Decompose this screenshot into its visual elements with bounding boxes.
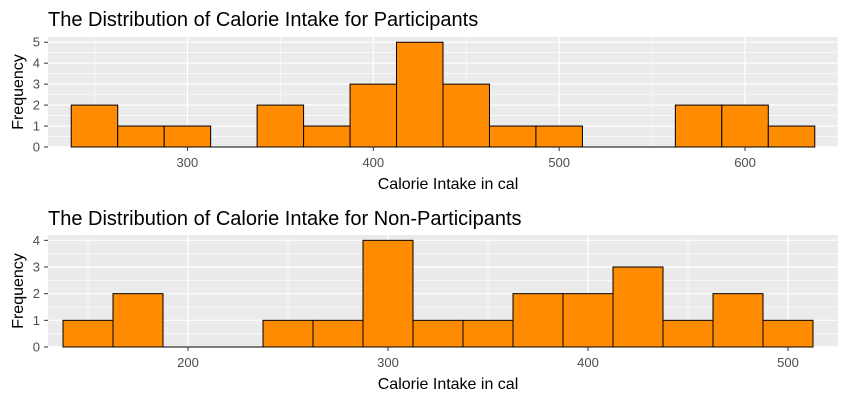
- histogram-bar: [312, 319, 364, 348]
- x-tick-label: 500: [777, 355, 799, 370]
- histogram-bar: [674, 104, 723, 148]
- x-axis-ticks: 300 400 500 600: [177, 147, 756, 170]
- y-axis-ticks: 0 1 2 3 4: [33, 233, 48, 355]
- histogram-bar: [721, 104, 769, 148]
- y-tick-label: 1: [33, 119, 40, 134]
- x-axis-label: Calorie Intake in cal: [378, 176, 519, 193]
- y-tick-label: 3: [33, 260, 40, 275]
- y-tick-label: 4: [33, 233, 40, 248]
- x-axis-ticks: 200 300 400 500: [177, 347, 799, 370]
- histogram-bar: [535, 125, 583, 148]
- y-tick-label: 3: [33, 77, 40, 92]
- y-tick-label: 2: [33, 98, 40, 113]
- histogram-bar: [163, 125, 212, 148]
- histogram-bar: [562, 293, 614, 348]
- histogram-bar: [262, 319, 314, 348]
- participants-histogram: The Distribution of Calorie Intake for P…: [10, 9, 839, 193]
- histogram-bar: [62, 319, 114, 348]
- histogram-bar: [112, 293, 164, 348]
- x-tick-label: 500: [548, 155, 570, 170]
- histogram-bar: [412, 319, 464, 348]
- histogram-bar: [488, 125, 537, 148]
- histogram-bar: [512, 293, 564, 348]
- histogram-bar: [396, 41, 444, 148]
- histogram-bar: [303, 125, 351, 148]
- bars: [62, 239, 814, 348]
- x-tick-label: 300: [377, 355, 399, 370]
- x-tick-label: 400: [362, 155, 384, 170]
- x-tick-label: 400: [577, 355, 599, 370]
- histogram-bar: [712, 293, 764, 348]
- histogram-bar: [117, 125, 165, 148]
- y-tick-label: 1: [33, 313, 40, 328]
- y-axis-ticks: 0 1 2 3 4 5: [33, 35, 48, 155]
- y-tick-label: 0: [33, 140, 40, 155]
- chart-title: The Distribution of Calorie Intake for P…: [48, 9, 478, 31]
- x-tick-label: 300: [177, 155, 199, 170]
- x-tick-label: 600: [734, 155, 756, 170]
- x-tick-label: 200: [177, 355, 199, 370]
- histogram-bar: [767, 125, 816, 148]
- chart-title: The Distribution of Calorie Intake for N…: [48, 208, 522, 230]
- bars: [70, 41, 816, 148]
- y-axis-label: Frequency: [10, 253, 27, 329]
- histogram-bar: [612, 266, 664, 348]
- histogram-bar: [762, 319, 814, 348]
- histogram-bar: [362, 239, 414, 348]
- histogram-bar: [662, 319, 714, 348]
- histogram-bar: [349, 83, 398, 148]
- histogram-bar: [462, 319, 514, 348]
- y-tick-label: 5: [33, 35, 40, 50]
- histogram-bar: [256, 104, 305, 148]
- y-tick-label: 2: [33, 286, 40, 301]
- y-tick-label: 0: [33, 340, 40, 355]
- histogram-bar: [70, 104, 119, 148]
- y-axis-label: Frequency: [10, 54, 27, 130]
- y-tick-label: 4: [33, 56, 40, 71]
- histogram-bar: [442, 83, 490, 148]
- non-participants-histogram: The Distribution of Calorie Intake for N…: [10, 208, 838, 393]
- x-axis-label: Calorie Intake in cal: [378, 376, 519, 393]
